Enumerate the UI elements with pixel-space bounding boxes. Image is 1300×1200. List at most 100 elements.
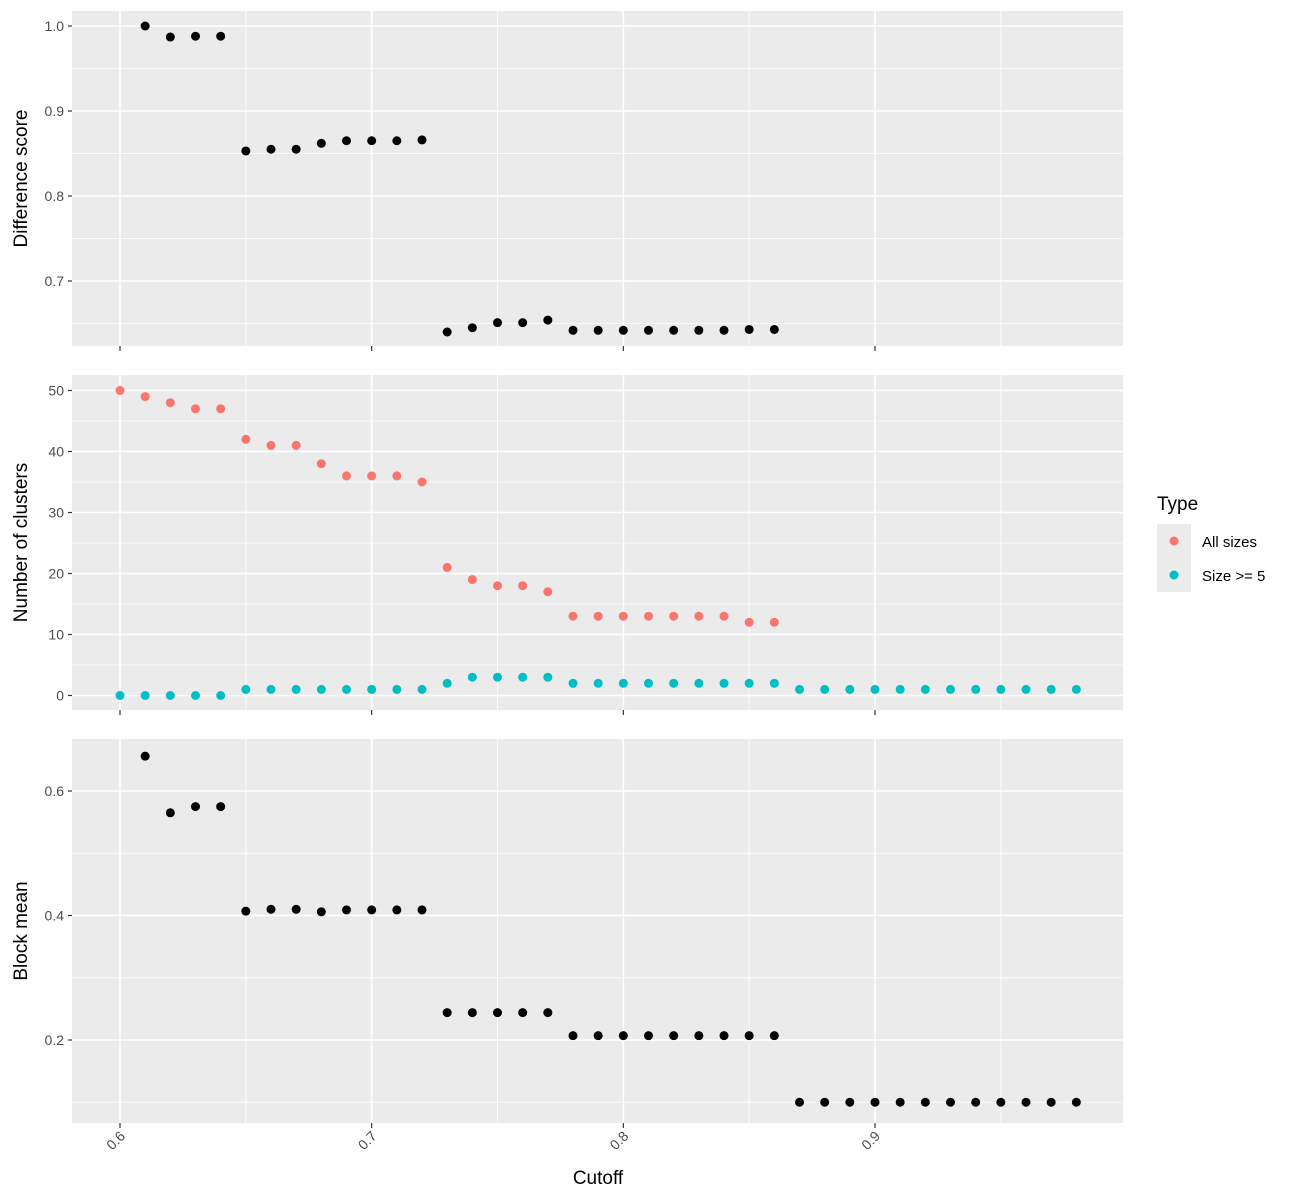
y-tick-label: 0.7 — [45, 273, 65, 289]
y-tick-label: 0 — [56, 688, 64, 704]
data-point — [140, 21, 150, 31]
y-axis-title: Block mean — [11, 881, 32, 980]
data-point — [493, 672, 503, 682]
data-point — [568, 325, 578, 335]
data-point — [493, 1008, 503, 1018]
x-tick-label: 0.7 — [355, 1128, 380, 1153]
data-point — [392, 471, 402, 481]
data-point — [870, 684, 880, 694]
data-point — [216, 31, 226, 41]
panel-background — [72, 375, 1123, 710]
data-point — [1046, 684, 1056, 694]
data-point — [316, 138, 326, 148]
y-axis-title: Difference score — [11, 110, 32, 248]
data-point — [996, 684, 1006, 694]
data-point — [769, 324, 779, 334]
data-point — [316, 459, 326, 469]
data-point — [165, 398, 175, 408]
data-point — [241, 906, 251, 916]
data-point — [946, 684, 956, 694]
legend-title: Type — [1157, 494, 1198, 515]
y-tick-label: 0.6 — [45, 783, 65, 799]
data-point — [442, 562, 452, 572]
x-tick-label: 0.6 — [103, 1128, 128, 1153]
y-tick-label: 1.0 — [45, 18, 65, 34]
data-point — [694, 325, 704, 335]
data-point — [140, 751, 150, 761]
data-point — [845, 1097, 855, 1107]
data-point — [291, 684, 301, 694]
data-point — [543, 1008, 553, 1018]
y-tick-label: 0.4 — [45, 908, 65, 924]
data-point — [518, 1008, 528, 1018]
data-point — [442, 327, 452, 337]
data-point — [417, 684, 427, 694]
data-point — [669, 678, 679, 688]
y-tick-label: 0.8 — [45, 188, 65, 204]
data-point — [1021, 1097, 1031, 1107]
data-point — [593, 1031, 603, 1041]
data-point — [518, 672, 528, 682]
data-point — [266, 684, 276, 694]
data-point — [165, 691, 175, 700]
data-point — [694, 611, 704, 621]
data-point — [644, 678, 654, 688]
data-point — [291, 440, 301, 450]
data-point — [392, 905, 402, 915]
data-point — [593, 325, 603, 335]
legend-key-all-sizes — [1169, 536, 1179, 546]
data-point — [367, 905, 377, 915]
data-point — [795, 1097, 805, 1107]
data-point — [442, 1008, 452, 1018]
data-point — [870, 1097, 880, 1107]
data-point — [115, 691, 125, 700]
legend-label-all-sizes: All sizes — [1202, 534, 1257, 551]
data-point — [467, 672, 477, 682]
x-tick-label: 0.8 — [606, 1128, 631, 1153]
data-point — [140, 691, 150, 700]
series — [140, 21, 779, 337]
data-point — [266, 144, 276, 154]
data-point — [518, 318, 528, 328]
data-point — [543, 587, 553, 597]
data-point — [543, 672, 553, 682]
data-point — [216, 691, 226, 700]
data-point — [568, 611, 578, 621]
data-point — [820, 1097, 830, 1107]
data-point — [417, 135, 427, 145]
data-point — [367, 136, 377, 146]
data-point — [216, 404, 226, 414]
data-point — [895, 1097, 905, 1107]
data-point — [1046, 1097, 1056, 1107]
data-point — [417, 905, 427, 915]
y-tick-label: 50 — [48, 383, 64, 399]
data-point — [1071, 1097, 1081, 1107]
y-axis-title: Number of clusters — [11, 463, 32, 622]
data-point — [719, 678, 729, 688]
data-point — [115, 386, 125, 395]
data-point — [769, 617, 779, 627]
panel-background — [72, 739, 1123, 1123]
data-point — [367, 471, 377, 481]
data-point — [241, 684, 251, 694]
data-point — [266, 440, 276, 450]
data-point — [165, 808, 175, 818]
data-point — [644, 325, 654, 335]
data-point — [694, 1031, 704, 1041]
data-point — [618, 678, 628, 688]
data-point — [518, 581, 528, 591]
data-point — [467, 323, 477, 333]
data-point — [342, 136, 352, 146]
series-all-sizes — [115, 386, 779, 627]
y-tick-label: 30 — [48, 505, 64, 521]
data-point — [1021, 684, 1031, 694]
data-point — [417, 477, 427, 487]
data-point — [669, 325, 679, 335]
data-point — [342, 905, 352, 915]
data-point — [593, 678, 603, 688]
x-tick-label: 0.9 — [858, 1128, 883, 1153]
data-point — [140, 392, 150, 402]
data-point — [618, 1031, 628, 1041]
data-point — [618, 611, 628, 621]
